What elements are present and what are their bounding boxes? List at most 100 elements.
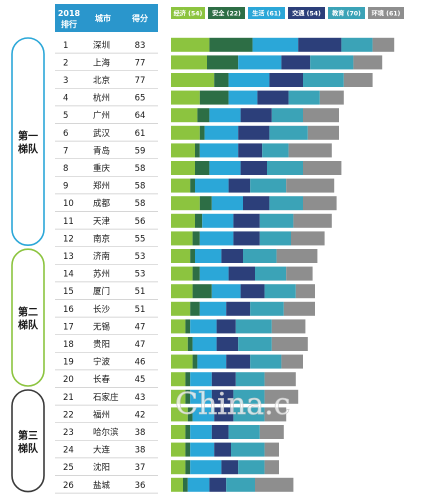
legend-swatch [368,7,404,19]
bar-segment [171,477,183,492]
rank-cell: 4 [63,94,68,104]
bar-segment [192,407,215,422]
bar-segment [264,389,299,404]
city-cell: 郑州 [93,181,110,192]
bar-segment [209,477,227,492]
score-cell: 43 [135,393,146,403]
legend-swatch [208,7,245,19]
bar-segment [171,249,191,263]
bar-segment [271,108,303,123]
bar-segment [171,425,186,439]
table-row: 13 济南 53 [55,251,158,265]
bar-row [171,125,339,140]
bar-segment [190,425,212,439]
bar-segment [303,73,344,87]
bar-segment [171,143,195,158]
bar-segment [264,284,296,299]
bar-segment [214,407,234,422]
rank-cell: 8 [63,164,68,174]
bar-segment [281,55,311,70]
bar-row [171,301,315,316]
score-cell: 51 [135,287,146,297]
bar-segment [171,319,186,334]
bar-segment [233,389,265,404]
bar-row [171,161,342,175]
tier-bracket [11,248,45,387]
bar-segment [192,231,200,246]
bar-row [171,337,308,351]
bar-segment [269,73,303,87]
city-cell: 福州 [93,409,110,420]
bar-segment [226,301,251,316]
city-cell: 贵阳 [93,339,110,350]
bar-segment [171,266,193,281]
score-cell: 38 [135,446,146,456]
bar-segment [240,284,265,299]
rank-cell: 9 [63,182,68,192]
score-cell: 77 [135,58,146,68]
city-cell: 无锡 [93,322,111,332]
bar-segment [185,372,191,387]
tier-bracket [11,389,45,493]
bar-segment [226,477,255,492]
bar-segment [259,425,284,439]
bar-segment [310,55,354,70]
bar-segment [281,354,303,369]
bar-segment [291,231,325,246]
bar-segment [235,319,272,334]
bar-segment [195,178,229,193]
bar-segment [211,425,229,439]
bar-segment [255,266,287,281]
table-row: 12 南京 55 [55,233,158,248]
rank-cell: 18 [63,340,74,350]
table-row: 4 杭州 65 [55,93,158,107]
bar-row [171,55,383,70]
bar-segment [243,196,270,211]
bar-segment [171,231,193,246]
bar-segment [211,372,236,387]
bar-segment [199,231,234,246]
city-cell: 盐城 [93,480,111,491]
bar-segment [307,125,339,140]
bar-segment [233,407,265,422]
bar-segment [171,442,186,457]
rank-cell: 7 [63,146,68,156]
legend-item: 教育 (70) [328,7,365,19]
city-cell: 长沙 [93,304,111,315]
city-cell: 广州 [93,110,110,121]
rank-cell: 15 [63,287,74,297]
bar-segment [216,337,239,351]
bar-segment [269,125,308,140]
city-cell: 哈尔滨 [93,427,119,438]
bar-segment [295,284,315,299]
rank-cell: 1 [63,41,68,51]
bar-segment [199,143,239,158]
bar-segment [185,389,191,404]
table-row: 9 郑州 58 [55,181,158,195]
bar-segment [221,249,243,263]
city-cell: 武汉 [93,128,111,139]
bar-segment [255,477,294,492]
header-score: 得分 [131,13,148,23]
table-row: 18 贵阳 47 [55,339,158,353]
bar-segment [171,460,186,475]
score-cell: 46 [135,358,146,368]
bar-row [171,266,313,281]
table-header [55,4,158,32]
bar-segment [214,73,229,87]
bar-segment [171,37,210,52]
bar-segment [319,90,344,105]
table-row: 11 天津 56 [55,216,158,230]
score-cell: 61 [135,129,146,139]
bar-segment [269,196,303,211]
legend-swatch [288,7,325,19]
bar-segment [190,319,217,334]
bar-segment [171,372,186,387]
bar-row [171,460,279,475]
score-cell: 47 [135,322,146,332]
table-row: 6 武汉 61 [55,128,158,142]
table-row: 10 成都 58 [55,198,158,212]
legend-label: 安全 (22) [212,9,241,17]
legend-item: 安全 (22) [208,7,245,19]
table-row: 26 盐城 36 [55,480,158,494]
